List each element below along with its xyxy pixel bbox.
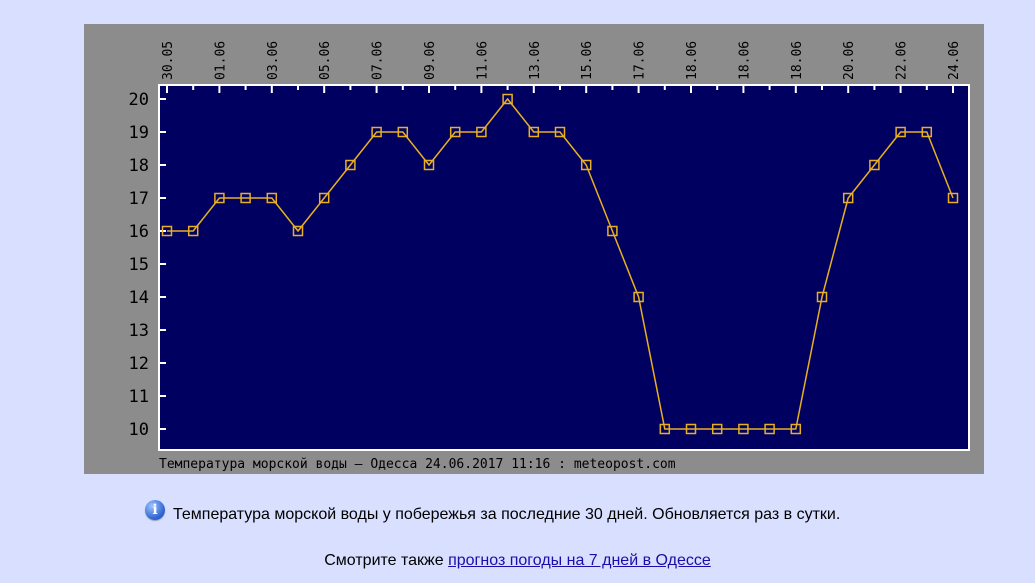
y-tick-label: 13	[129, 321, 149, 341]
y-tick-label: 11	[129, 387, 149, 407]
y-tick-label: 16	[129, 222, 149, 242]
y-tick-label: 14	[129, 288, 149, 308]
data-point	[240, 192, 251, 204]
data-point	[318, 192, 330, 204]
data-point	[502, 93, 513, 105]
chart-caption: Температура морской воды – Одесса 24.06.…	[159, 457, 676, 472]
x-tick-label: 17.06	[633, 41, 648, 80]
info-text: Температура морской воды у побережья за …	[173, 506, 841, 523]
info-line: i Температура морской воды у побережья з…	[145, 500, 840, 530]
data-point	[423, 159, 435, 171]
data-point	[685, 423, 697, 435]
data-point	[738, 423, 749, 435]
x-tick-label: 11.06	[475, 41, 490, 80]
y-tick-label: 17	[129, 189, 149, 209]
plot-area	[158, 84, 970, 451]
sea-temperature-chart: 30.05 01.06 03.06 05.06 07.06 09.06 11.06 13.06…	[129, 41, 970, 472]
y-tick-label: 15	[129, 255, 149, 275]
data-point	[476, 126, 487, 138]
data-point	[816, 291, 828, 303]
data-point	[607, 225, 618, 237]
data-point	[580, 159, 592, 171]
x-tick-label: 07.06	[371, 41, 386, 80]
series-line	[167, 97, 954, 430]
x-tick-label: 13.06	[528, 41, 543, 80]
see-also-line: Смотрите также прогноз погоды на 7 дней …	[0, 552, 1035, 570]
chart-panel: 30.05 01.06 03.06 05.06 07.06 09.06 11.06 13.06…	[84, 24, 984, 474]
x-tick-label: 18.06	[685, 41, 700, 80]
data-point	[554, 126, 566, 138]
data-point	[449, 126, 461, 138]
y-tick-label: 18	[129, 156, 149, 176]
x-tick-label: 30.05	[161, 41, 176, 80]
data-point	[528, 126, 540, 138]
forecast-7-days-link[interactable]: прогноз погоды на 7 дней в Одессе	[448, 552, 711, 569]
data-point	[659, 423, 671, 435]
x-tick-label: 09.06	[423, 41, 438, 80]
x-tick-label: 15.06	[580, 41, 595, 80]
data-point	[371, 126, 382, 138]
data-point	[187, 225, 199, 237]
x-tick-label: 03.06	[266, 41, 281, 80]
data-point	[947, 192, 959, 204]
data-point	[764, 423, 775, 435]
see-also-prefix: Смотрите также	[324, 552, 444, 569]
x-tick-label: 01.06	[213, 41, 228, 80]
x-tick-label: 22.06	[895, 41, 910, 80]
y-tick-label: 19	[129, 123, 149, 143]
data-point	[842, 192, 854, 204]
data-point	[292, 225, 304, 237]
x-tick-label: 05.06	[318, 41, 333, 80]
data-point	[397, 126, 409, 138]
x-tick-label: 24.06	[947, 41, 962, 80]
x-tick-label: 18.06	[737, 41, 752, 80]
y-tick-label: 10	[129, 420, 149, 440]
x-tick-label: 18.06	[790, 41, 805, 80]
data-point	[711, 423, 723, 435]
data-point	[266, 192, 278, 204]
data-point	[633, 291, 644, 303]
data-point	[161, 225, 173, 237]
data-point	[869, 159, 880, 171]
data-point	[345, 159, 356, 171]
data-point	[214, 192, 225, 204]
data-point	[790, 423, 802, 435]
y-tick-label: 20	[129, 90, 149, 110]
info-icon: i	[145, 500, 165, 520]
x-tick-label: 20.06	[842, 41, 857, 80]
data-point	[895, 126, 906, 138]
data-point	[921, 126, 933, 138]
y-tick-label: 12	[129, 354, 149, 374]
